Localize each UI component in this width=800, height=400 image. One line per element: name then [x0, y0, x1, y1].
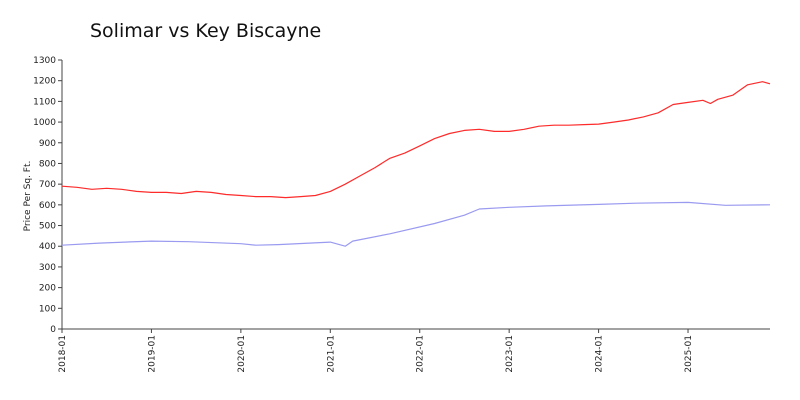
chart-title: Solimar vs Key Biscayne	[90, 20, 321, 42]
x-tick-label: 2021-01	[326, 335, 336, 373]
x-tick-label: 2025-01	[684, 335, 694, 373]
x-tick-label: 2019-01	[147, 335, 157, 373]
y-ticks: 0 100 200 300 400 500 600 700 800 900 1000 1100 1200…	[33, 56, 62, 335]
y-tick-label: 1200	[33, 77, 56, 87]
y-axis-label: Price Per Sq. Ft.	[23, 161, 33, 232]
y-tick-label: 0	[50, 325, 56, 335]
x-tick-label: 2020-01	[237, 335, 247, 373]
y-tick-label: 200	[39, 284, 56, 294]
y-tick-label: 1300	[33, 56, 56, 66]
x-tick-label: 2022-01	[416, 335, 426, 373]
x-tick-label: 2023-01	[505, 335, 515, 373]
x-ticks: 2018-01 2019-01 2020-01 2021-01 2022-01 2023-…	[58, 329, 694, 373]
y-tick-label: 100	[39, 304, 56, 314]
y-tick-label: 1100	[33, 97, 56, 107]
y-tick-label: 900	[39, 139, 56, 149]
y-tick-label: 800	[39, 159, 56, 169]
y-tick-label: 600	[39, 201, 56, 211]
series-group	[61, 81, 771, 247]
series-line-1	[61, 81, 771, 199]
x-tick-label: 2024-01	[595, 335, 605, 373]
series-line-2	[61, 201, 771, 247]
y-tick-label: 300	[39, 263, 56, 273]
y-tick-label: 1000	[33, 118, 56, 128]
x-tick-label: 2018-01	[58, 335, 68, 373]
y-tick-label: 400	[39, 242, 56, 252]
y-tick-label: 700	[39, 180, 56, 190]
y-tick-label: 500	[39, 222, 56, 232]
